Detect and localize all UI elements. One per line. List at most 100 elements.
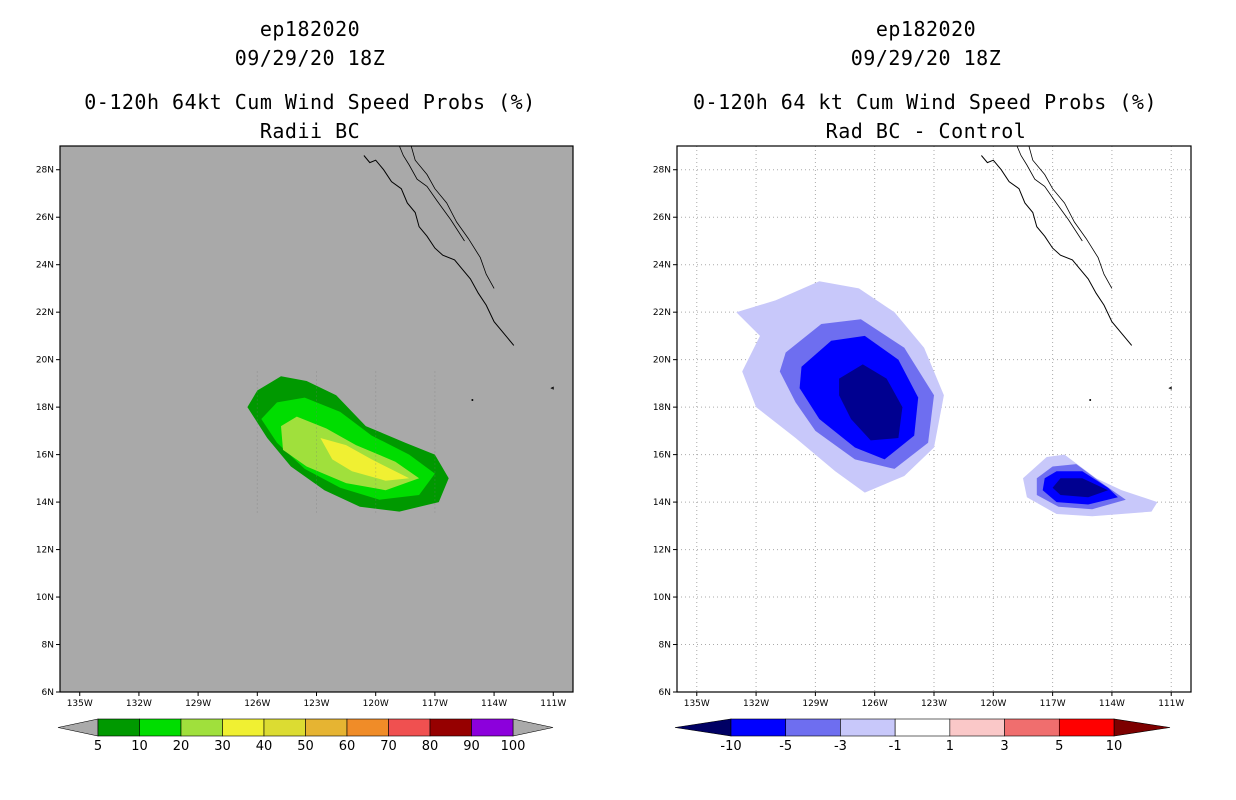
right-contour-region-3 xyxy=(839,364,903,441)
lon-tick-label: 111W xyxy=(540,699,566,709)
lat-tick-label: 24N xyxy=(36,261,54,271)
left-coastline xyxy=(363,146,554,402)
left-colorbar: 5 10 20 30 40 50 60 70 80 90 100 xyxy=(57,718,554,754)
lon-tick-label: 135W xyxy=(684,699,710,709)
left-colorbar-label: 20 xyxy=(173,739,190,754)
lat-tick-label: 14N xyxy=(36,498,54,508)
lon-tick-label: 111W xyxy=(1158,699,1184,709)
island-mark xyxy=(1168,386,1172,390)
right-colorbar-swatch xyxy=(949,718,1005,737)
lon-tick-label: 129W xyxy=(185,699,211,709)
left-colorbar-label: 40 xyxy=(256,739,273,754)
lat-tick-label: 28N xyxy=(653,166,671,176)
left-colorbar-swatch xyxy=(305,718,348,737)
lat-tick-label: 26N xyxy=(36,213,54,223)
right-product-title: 0-120h 64 kt Cum Wind Speed Probs (%) xyxy=(692,90,1158,114)
left-subtitle: Radii BC xyxy=(259,119,361,143)
left-colorbar-swatch xyxy=(346,718,389,737)
lon-tick-label: 117W xyxy=(1040,699,1066,709)
lat-tick-label: 28N xyxy=(36,166,54,176)
lat-tick-label: 22N xyxy=(653,308,671,318)
left-colorbar-swatch xyxy=(471,718,514,737)
right-contour-region-7 xyxy=(1052,478,1108,498)
right-colorbar-label: 1 xyxy=(946,739,954,754)
lat-tick-label: 10N xyxy=(653,593,671,603)
lat-tick-label: 22N xyxy=(36,308,54,318)
left-colorbar-label: 5 xyxy=(94,739,102,754)
lon-tick-label: 135W xyxy=(67,699,93,709)
island-mark xyxy=(550,386,554,390)
left-datetime: 09/29/20 18Z xyxy=(234,46,386,70)
left-product-title: 0-120h 64kt Cum Wind Speed Probs (%) xyxy=(84,90,536,114)
left-contour-region-3 xyxy=(320,438,410,481)
lon-tick-label: 129W xyxy=(802,699,828,709)
left-colorbar-swatch xyxy=(263,718,306,737)
lon-tick-label: 120W xyxy=(363,699,389,709)
left-colorbar-swatch xyxy=(139,718,182,737)
lat-tick-label: 6N xyxy=(42,688,54,698)
left-map-panel: 135W 132W 129W 126W 123W 120W 117W 114W 111W 6N 8N… xyxy=(36,145,574,709)
left-colorbar-swatch xyxy=(429,718,472,737)
left-colorbar-swatch xyxy=(180,718,223,737)
left-colorbar-label: 70 xyxy=(380,739,397,754)
right-colorbar-swatch xyxy=(894,718,951,737)
lat-tick-label: 16N xyxy=(653,451,671,461)
right-colorbar-swatch xyxy=(730,718,787,737)
left-colorbar-label: 100 xyxy=(501,739,526,754)
coastline-segment xyxy=(363,155,515,346)
lon-tick-label: 126W xyxy=(862,699,888,709)
lon-tick-label: 114W xyxy=(481,699,507,709)
lat-tick-label: 18N xyxy=(653,403,671,413)
lon-tick-label: 126W xyxy=(244,699,270,709)
right-datetime: 09/29/20 18Z xyxy=(850,46,1002,70)
right-storm-id: ep182020 xyxy=(875,17,977,41)
right-colorbar-swatch xyxy=(1058,718,1115,737)
left-colorbar-swatch xyxy=(222,718,265,737)
right-colorbar-label: 3 xyxy=(1000,739,1008,754)
lon-tick-label: 123W xyxy=(921,699,947,709)
island-mark xyxy=(471,399,474,402)
right-colorbar-swatch xyxy=(785,718,841,737)
lat-tick-label: 20N xyxy=(36,356,54,366)
right-colorbar-low-arrow xyxy=(674,718,732,737)
lon-tick-label: 117W xyxy=(422,699,448,709)
lon-tick-label: 114W xyxy=(1099,699,1125,709)
left-colorbar-label: 10 xyxy=(131,739,148,754)
lat-tick-label: 8N xyxy=(42,641,54,651)
left-colorbar-label: 30 xyxy=(214,739,231,754)
right-colorbar-label: -10 xyxy=(720,739,741,754)
lat-tick-label: 8N xyxy=(659,641,671,651)
lat-tick-label: 12N xyxy=(36,546,54,556)
right-colorbar: -10 -5 -3 -1 1 3 5 10 xyxy=(674,718,1171,754)
left-colorbar-label: 90 xyxy=(463,739,480,754)
island-mark xyxy=(1089,399,1092,402)
lon-tick-label: 123W xyxy=(303,699,329,709)
coastline-segment xyxy=(981,155,1133,346)
right-colorbar-label: -1 xyxy=(889,739,902,754)
right-subtitle: Rad BC - Control xyxy=(825,119,1027,143)
left-colorbar-label: 80 xyxy=(422,739,439,754)
lat-tick-label: 20N xyxy=(653,356,671,366)
lat-tick-label: 16N xyxy=(36,451,54,461)
lat-tick-label: 6N xyxy=(659,688,671,698)
lat-tick-label: 14N xyxy=(653,498,671,508)
left-storm-id: ep182020 xyxy=(259,17,361,41)
coastline-segment xyxy=(399,146,465,242)
coastline-segment xyxy=(1016,146,1083,242)
left-colorbar-swatch xyxy=(388,718,431,737)
right-colorbar-label: 10 xyxy=(1106,739,1123,754)
right-colorbar-label: -3 xyxy=(834,739,847,754)
left-colorbar-high-arrow xyxy=(512,718,554,737)
right-colorbar-label: -5 xyxy=(779,739,792,754)
lat-tick-label: 10N xyxy=(36,593,54,603)
coastline-segment xyxy=(1028,146,1113,289)
lat-tick-label: 18N xyxy=(36,403,54,413)
left-colorbar-swatch xyxy=(97,718,140,737)
lon-tick-label: 132W xyxy=(126,699,152,709)
lon-tick-label: 120W xyxy=(980,699,1006,709)
left-colorbar-low-arrow xyxy=(57,718,99,737)
lat-tick-label: 12N xyxy=(653,546,671,556)
lat-tick-label: 24N xyxy=(653,261,671,271)
lon-tick-label: 132W xyxy=(743,699,769,709)
